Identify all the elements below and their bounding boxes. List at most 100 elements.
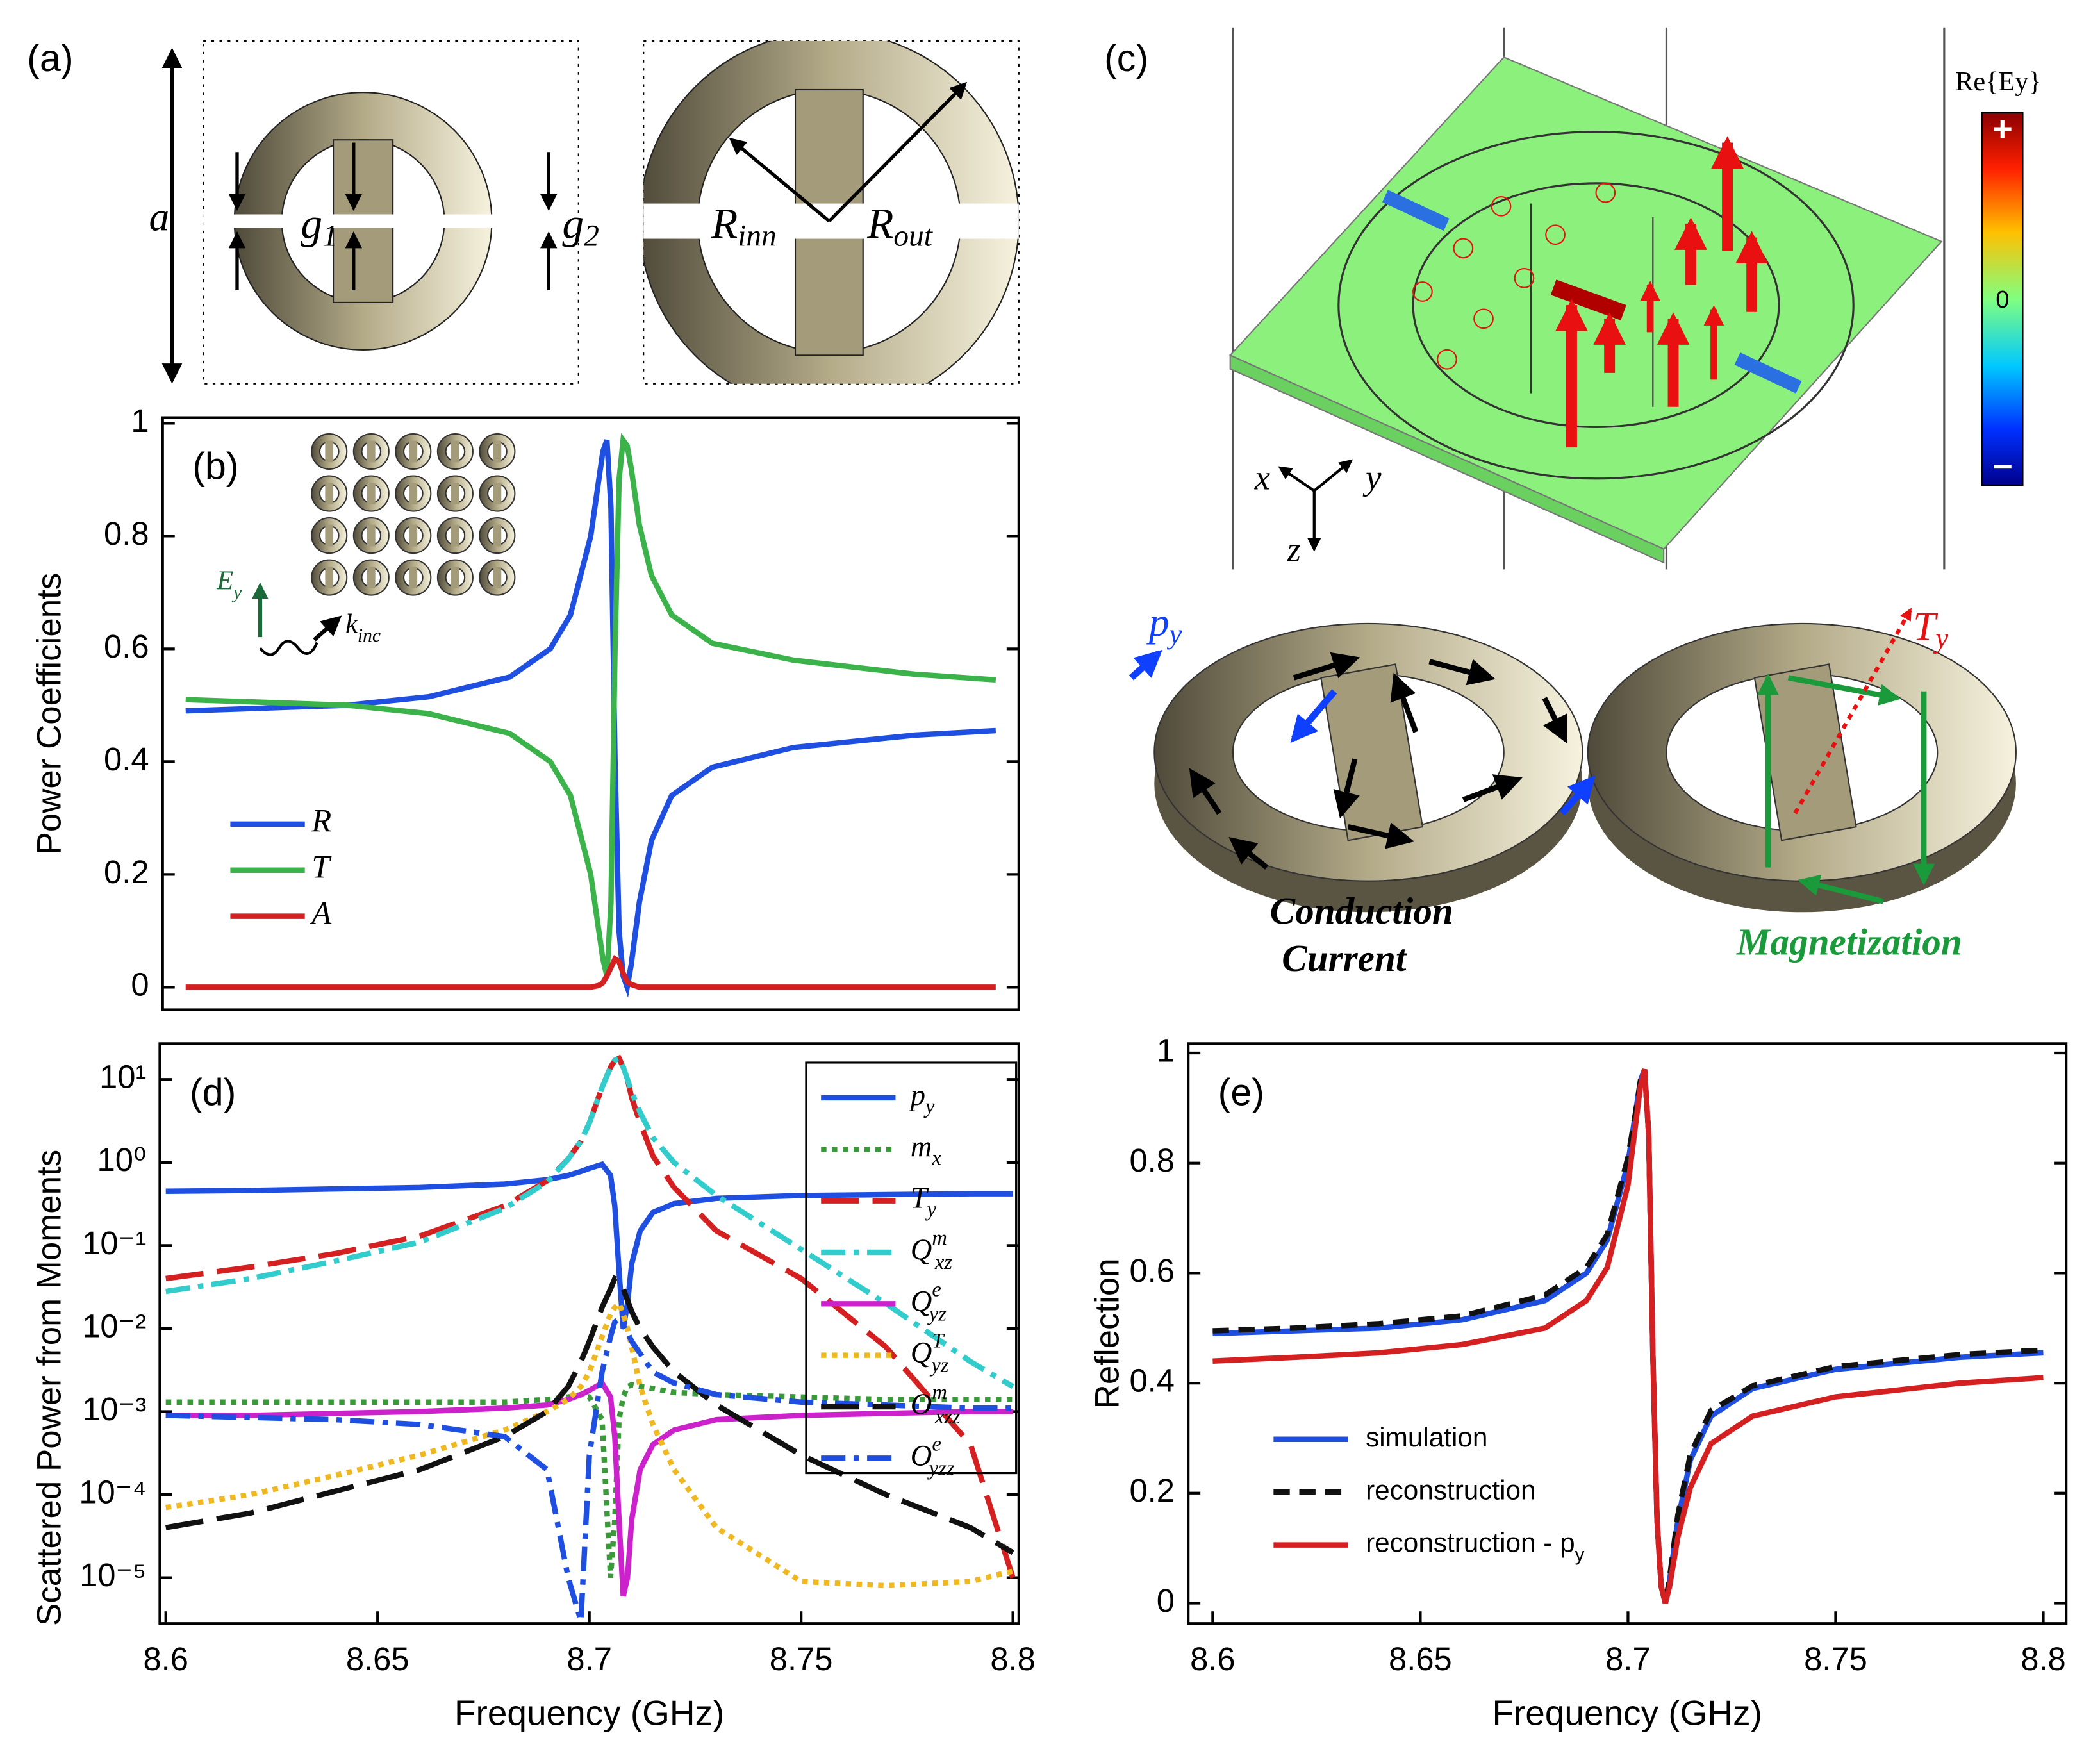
ring-icon-bar xyxy=(493,567,502,589)
plot-frame xyxy=(158,1042,1020,1625)
ring-icon-bar xyxy=(367,483,376,504)
ring-outline xyxy=(1337,130,1855,480)
charts: (b) 0 0.2 0.4 0.6 0.8 1 Power Coefficients RTA (d… xyxy=(30,402,2068,1733)
x-tick-label: 8.7 xyxy=(566,1641,612,1677)
y-tick-label: 10⁻⁴ xyxy=(79,1473,146,1510)
legend-label: reconstruction - py xyxy=(1366,1528,1585,1566)
legend-label: Oe yzz xyxy=(911,1433,955,1480)
ring-icon-bar xyxy=(409,483,418,504)
inset: Ey kinc xyxy=(216,433,516,656)
series-line xyxy=(1212,1068,2044,1604)
x-tick-label: 8.8 xyxy=(990,1641,1036,1677)
series-group xyxy=(165,1054,1016,1622)
x-tick-label: 8.8 xyxy=(2021,1641,2066,1677)
ring-icon-bar xyxy=(409,567,418,589)
y-axis-label: Power Coefficients xyxy=(30,573,68,855)
y-tick-label: 0.6 xyxy=(104,628,149,665)
resonator-3d xyxy=(1153,622,1583,913)
caption: Conduction xyxy=(1270,890,1453,932)
ring-icon-bar xyxy=(493,440,502,463)
label: a xyxy=(149,194,170,240)
legend-frame xyxy=(805,1061,1018,1475)
caption: Current xyxy=(1282,937,1407,979)
label: py xyxy=(1146,599,1182,651)
x-tick-label: 8.6 xyxy=(143,1641,188,1677)
ring-icon-bar xyxy=(409,524,418,547)
axis-label: z xyxy=(1286,530,1300,569)
legend-label: Qm xz xyxy=(911,1227,953,1274)
label: Ey xyxy=(216,565,242,602)
legend-label: Qe yz xyxy=(911,1279,947,1326)
ring-icon-bar xyxy=(451,524,459,547)
series-line xyxy=(185,439,996,998)
panel-a: (a) a g1 g2 Rinn Rout xyxy=(27,37,1020,385)
y-tick-label: 0.2 xyxy=(1129,1472,1175,1509)
y-tick-label: 0 xyxy=(1157,1582,1175,1619)
label: g1 xyxy=(301,199,337,253)
x-tick-label: 8.65 xyxy=(346,1641,409,1677)
label: Ty xyxy=(1913,603,1948,654)
series-line xyxy=(1212,1068,2044,1604)
y-tick-label: 0.4 xyxy=(1129,1362,1175,1398)
legend-label: R xyxy=(311,803,331,839)
legend-label: T xyxy=(311,849,332,884)
gap-field xyxy=(1382,190,1450,231)
x-tick-label: 8.75 xyxy=(770,1641,833,1677)
caption: Magnetization xyxy=(1736,921,1962,963)
ring-icon-bar xyxy=(451,567,459,589)
ring-icon-bar xyxy=(325,524,334,547)
colorbar-label: − xyxy=(1992,446,2013,486)
y-tick-label: 10¹ xyxy=(99,1059,146,1095)
dipole-arrows xyxy=(1129,649,1596,816)
ring-icon-bar xyxy=(493,483,502,504)
wave xyxy=(259,640,318,656)
panel-label: (d) xyxy=(190,1070,236,1113)
field-sheet-edge xyxy=(1229,354,1665,564)
series-group xyxy=(1212,1068,2044,1604)
chart: (d) 10¹ 10⁰ 10⁻¹ 10⁻² 10⁻³ 10⁻⁴ 10⁻⁵ 8.6 8.65 8.7 8… xyxy=(30,1042,1036,1733)
x-tick-label: 8.75 xyxy=(1804,1641,1867,1677)
plot-frame xyxy=(1187,1042,2068,1625)
y-tick-label: 0.8 xyxy=(1129,1142,1175,1179)
y-axis-label: Reflection xyxy=(1088,1258,1126,1409)
legend-label: Om xzz xyxy=(911,1381,961,1429)
y-axis-label: Scattered Power from Moments xyxy=(30,1150,68,1626)
colorbar xyxy=(1981,112,2024,486)
series-line xyxy=(165,1298,1014,1589)
ring-icon-bar xyxy=(325,440,334,463)
y-tick-label: 0.6 xyxy=(1129,1252,1175,1289)
ring-icon-bar xyxy=(451,483,459,504)
y-tick-label: 0.2 xyxy=(104,854,149,890)
colorbar-label: + xyxy=(1992,109,2013,149)
y-tick-label: 0.4 xyxy=(104,741,149,777)
gap-field xyxy=(1550,279,1626,320)
legend-label: Ty xyxy=(911,1182,937,1222)
x-axis-label: Frequency (GHz) xyxy=(454,1693,724,1733)
y-tick-label: 1 xyxy=(131,402,149,439)
y-tick-label: 1 xyxy=(1157,1032,1175,1068)
ring-icon-bar xyxy=(367,567,376,589)
y-tick-label: 10⁰ xyxy=(97,1141,147,1178)
y-tick-label: 0 xyxy=(131,966,149,1003)
series-line xyxy=(185,433,996,977)
legend-label: py xyxy=(909,1079,935,1119)
magnetization-symbols xyxy=(1412,182,1616,370)
ring-icon-bar xyxy=(409,440,418,463)
series-line xyxy=(165,1315,1013,1622)
resonator-3d xyxy=(1587,622,2017,913)
y-tick-label: 10⁻² xyxy=(82,1307,146,1344)
series-line xyxy=(185,955,996,990)
colorbar-label: 0 xyxy=(1996,286,2009,313)
chart: (b) 0 0.2 0.4 0.6 0.8 1 Power Coefficients RTA xyxy=(30,402,1020,1011)
legend-label: reconstruction xyxy=(1366,1475,1535,1505)
ring-icon-bar xyxy=(451,440,459,463)
label: Rout xyxy=(866,199,934,253)
resonator xyxy=(203,92,579,351)
legend-label: mx xyxy=(911,1131,942,1170)
axis-label: y xyxy=(1362,458,1382,497)
ring-icon-bar xyxy=(325,567,334,589)
legend-label: A xyxy=(310,895,332,931)
panel-c: Re{Ey} + 0 − x y z (c) py Ty Conduction … xyxy=(1104,27,2042,979)
colorbar-title: Re{Ey} xyxy=(1955,67,2041,97)
